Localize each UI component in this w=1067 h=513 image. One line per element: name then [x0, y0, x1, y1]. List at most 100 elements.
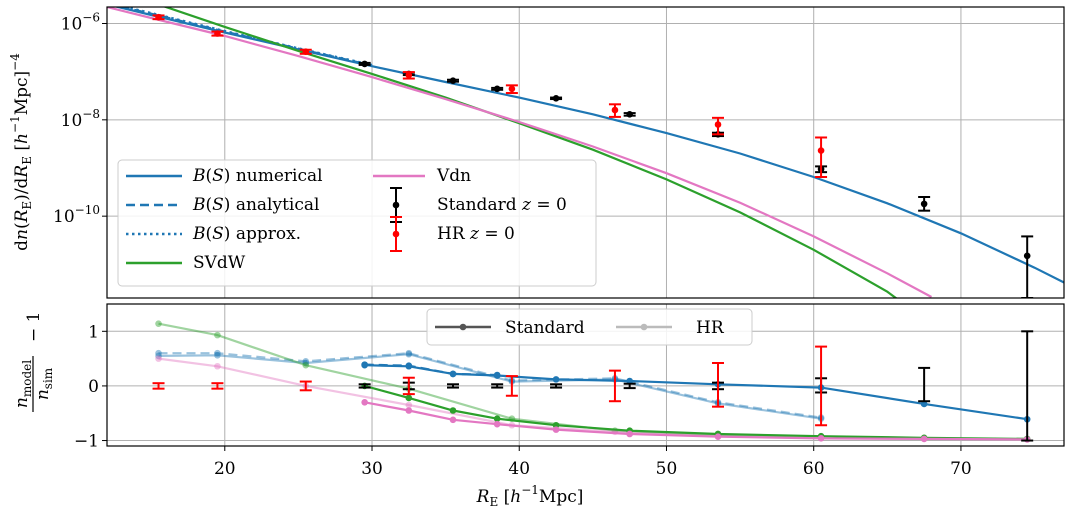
standard-errorbar [918, 195, 931, 212]
data-point [920, 200, 928, 208]
y-tick-label: 1 [88, 322, 99, 342]
series-line-vdn [107, 7, 933, 298]
top-errorbars [152, 13, 1034, 298]
ratio-marker [817, 435, 825, 442]
fraction-numerator: nmodel [12, 360, 34, 408]
ratio-marker [449, 407, 457, 414]
ratio-line-standard-b-s-analytical [364, 363, 498, 377]
y-tick-label: 0 [88, 377, 99, 397]
standard-residual-errorbar [1021, 330, 1034, 442]
legend-label: B(S) analytical [192, 195, 319, 215]
ratio-marker [302, 361, 310, 369]
ratio-marker [493, 420, 501, 428]
ratio-marker [302, 359, 310, 367]
x-tick-label: 70 [950, 459, 972, 479]
data-point [493, 85, 501, 93]
legend-marker [459, 323, 467, 331]
data-point [302, 48, 310, 55]
fraction-denominator: nsim [33, 367, 55, 400]
legend-label: Standard z = 0 [437, 195, 567, 215]
ratio-marker [626, 377, 633, 385]
ratio-line-hr-b-s-numerical [158, 353, 822, 420]
ratio-marker [493, 371, 501, 379]
hr-residual-errorbar [712, 361, 725, 408]
x-tick-label: 30 [361, 459, 383, 479]
hr-errorbar [299, 48, 312, 55]
hr-residual-errorbar [505, 375, 518, 397]
series-line-b-s-analytical [117, 7, 373, 67]
data-point [817, 147, 825, 154]
hr-errorbar [505, 84, 518, 95]
ratio-line-hr-b-s-analytical [158, 352, 822, 419]
legend-errorbar-swatch [390, 216, 402, 252]
standard-errorbar [446, 77, 459, 84]
standard-errorbar [358, 60, 371, 68]
ratio-marker [405, 401, 413, 409]
hr-residual-errorbar [815, 345, 828, 427]
hr-residual-errorbar [402, 376, 415, 396]
top-frame [106, 6, 1065, 299]
y-tick-label: 10−10 [53, 203, 100, 227]
ratio-marker [920, 400, 928, 408]
y-tick-label: 10−6 [61, 10, 100, 34]
data-point [1023, 252, 1031, 260]
bottom-errorbars [152, 330, 1034, 442]
data-point [714, 121, 722, 128]
data-point [626, 111, 633, 118]
axis-labels: 20 30 40 50 60 70 10−6 10−8 10−10 −1 0 1 RE [h−1Mpc]… [8, 10, 972, 509]
legend-box [426, 308, 753, 346]
data-point [449, 77, 457, 84]
hr-errorbar [152, 13, 165, 21]
ratio-marker [155, 352, 162, 360]
legend-marker [640, 323, 648, 331]
ratio-marker [626, 430, 633, 438]
x-tick-label: 60 [803, 459, 825, 479]
ratio-marker [302, 358, 310, 365]
legend-label: Standard [505, 318, 585, 338]
hr-errorbar [211, 30, 224, 37]
y-axis-label-top: dn(RE)/dRE [h−1Mpc]−4 [8, 53, 34, 251]
standard-errorbar [623, 111, 636, 118]
standard-errorbar [1021, 235, 1034, 298]
ratio-marker [493, 415, 501, 422]
ratio-marker [405, 349, 413, 357]
legend-label: HR z = 0 [437, 224, 515, 244]
ratio-marker [920, 435, 928, 443]
standard-residual-errorbar [550, 383, 563, 389]
standard-errorbar [491, 85, 504, 93]
bottom-panel [102, 303, 1065, 451]
minus-one: − 1 [24, 312, 44, 342]
data-point [214, 30, 221, 37]
hr-errorbar [712, 116, 725, 136]
ratio-marker [155, 320, 162, 327]
y-axis-label-bottom: nmodel nsim − 1 [12, 312, 55, 412]
ratio-line-hr-vdn [158, 357, 822, 439]
legend-top: B(S) numerical B(S) analytical B(S) approx… [117, 159, 597, 287]
standard-errorbar [550, 94, 563, 102]
standard-residual-errorbar [623, 382, 636, 390]
ratio-marker [361, 361, 368, 368]
standard-residual-errorbar [358, 383, 371, 389]
legend-box [117, 159, 597, 287]
legend-bottom: Standard HR [426, 308, 753, 346]
ratio-marker [552, 426, 560, 433]
top-panel [102, 6, 1065, 299]
standard-residual-errorbar [446, 383, 459, 389]
ratio-marker [449, 416, 457, 424]
data-point [508, 85, 516, 93]
ratio-marker [214, 362, 221, 370]
y-tick-label: −1 [74, 432, 99, 452]
ratio-marker [214, 331, 221, 339]
ratio-line-standard-vdn [364, 401, 1028, 441]
bottom-frame [106, 303, 1065, 447]
standard-residual-errorbar [918, 366, 931, 403]
hr-errorbar [402, 71, 415, 80]
hr-errorbar [608, 103, 621, 118]
ratio-marker [214, 352, 221, 359]
legend-label: Vdn [436, 166, 471, 186]
ratio-marker [361, 399, 368, 406]
ratio-marker [155, 349, 162, 357]
ratio-marker [405, 394, 413, 402]
data-point [552, 94, 560, 102]
